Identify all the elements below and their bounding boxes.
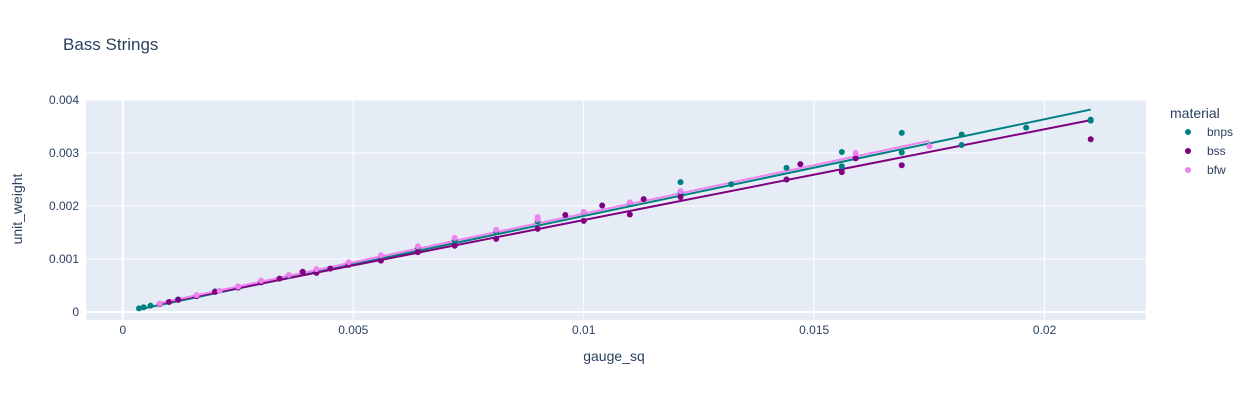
data-point-bfw [285,271,292,278]
data-point-bss [451,242,458,249]
legend-label-bnps: bnps [1207,125,1233,139]
data-point-bnps [838,163,845,170]
data-point-bfw [193,292,200,299]
legend-label-bfw: bfw [1207,163,1226,177]
data-point-bfw [852,150,859,157]
y-tick-label: 0.004 [49,93,79,107]
x-tick-label: 0.005 [338,323,368,337]
x-tick-label: 0 [120,323,127,337]
data-point-bnps [958,142,965,149]
data-point-bss [580,217,587,224]
data-point-bss [414,249,421,256]
data-point-bss [377,257,384,264]
legend[interactable]: material bnps bss bfw [1170,105,1233,177]
data-point-bnps [898,149,905,156]
data-point-bfw [534,216,541,223]
data-point-bnps [140,304,147,311]
data-point-bfw [580,208,587,215]
data-point-bss [562,212,569,219]
data-point-bfw [377,252,384,259]
x-axis-title: gauge_sq [583,348,645,364]
legend-label-bss: bss [1207,144,1226,158]
data-point-bfw [313,266,320,273]
data-point-bss [797,161,804,168]
data-point-bss [838,169,845,176]
data-point-bss [327,265,334,272]
data-point-bfw [345,259,352,266]
data-point-bss [783,176,790,183]
data-point-bss [212,288,219,295]
data-point-bfw [414,243,421,250]
data-point-bfw [216,287,223,294]
data-point-bss [626,211,633,218]
legend-item-bfw: bfw [1185,163,1226,177]
series-bfw [156,143,933,307]
data-point-bnps [838,148,845,155]
data-point-bss [640,196,647,203]
y-tick-label: 0.001 [49,252,79,266]
legend-items: bnps bss bfw [1185,125,1233,177]
data-point-bss [898,162,905,169]
data-point-bss [677,194,684,201]
y-tick-label: 0.002 [49,199,79,213]
y-tick-label: 0.003 [49,146,79,160]
data-point-bss [299,268,306,275]
data-point-bss [852,155,859,162]
data-point-bnps [898,129,905,136]
x-tick-label: 0.02 [1033,323,1057,337]
data-point-bnps [728,181,735,188]
series-bss [156,136,1094,308]
data-point-bss [493,235,500,242]
chart-title: Bass Strings [63,35,158,54]
legend-marker-bfw [1185,167,1191,173]
y-axis-ticks: 0 0.001 0.002 0.003 0.004 [49,93,79,319]
data-point-bss [1087,136,1094,143]
y-axis-title: unit_weight [9,173,25,244]
x-tick-label: 0.01 [572,323,596,337]
data-point-bnps [1023,124,1030,131]
data-point-bnps [783,164,790,171]
legend-marker-bnps [1185,129,1191,135]
legend-item-bss: bss [1185,144,1226,158]
data-points [136,116,1094,312]
data-point-bfw [258,277,265,284]
x-axis-ticks: 0 0.005 0.01 0.015 0.02 [120,323,1057,337]
data-point-bss [175,296,182,303]
data-point-bfw [156,300,163,307]
data-point-bfw [451,234,458,241]
legend-marker-bss [1185,148,1191,154]
data-point-bss [534,225,541,232]
data-point-bnps [147,302,154,309]
data-point-bss [165,298,172,305]
y-tick-label: 0 [72,305,79,319]
data-point-bfw [493,226,500,233]
data-point-bnps [136,305,142,312]
data-point-bfw [926,143,933,150]
data-point-bfw [626,199,633,206]
data-point-bnps [677,179,684,186]
data-point-bfw [677,188,684,195]
legend-title: material [1170,105,1220,121]
data-point-bnps [958,131,965,138]
x-tick-label: 0.015 [799,323,829,337]
data-point-bss [599,202,606,209]
data-point-bfw [235,283,242,290]
data-point-bnps [1087,117,1094,124]
legend-item-bnps: bnps [1185,125,1233,139]
data-point-bss [276,275,283,282]
